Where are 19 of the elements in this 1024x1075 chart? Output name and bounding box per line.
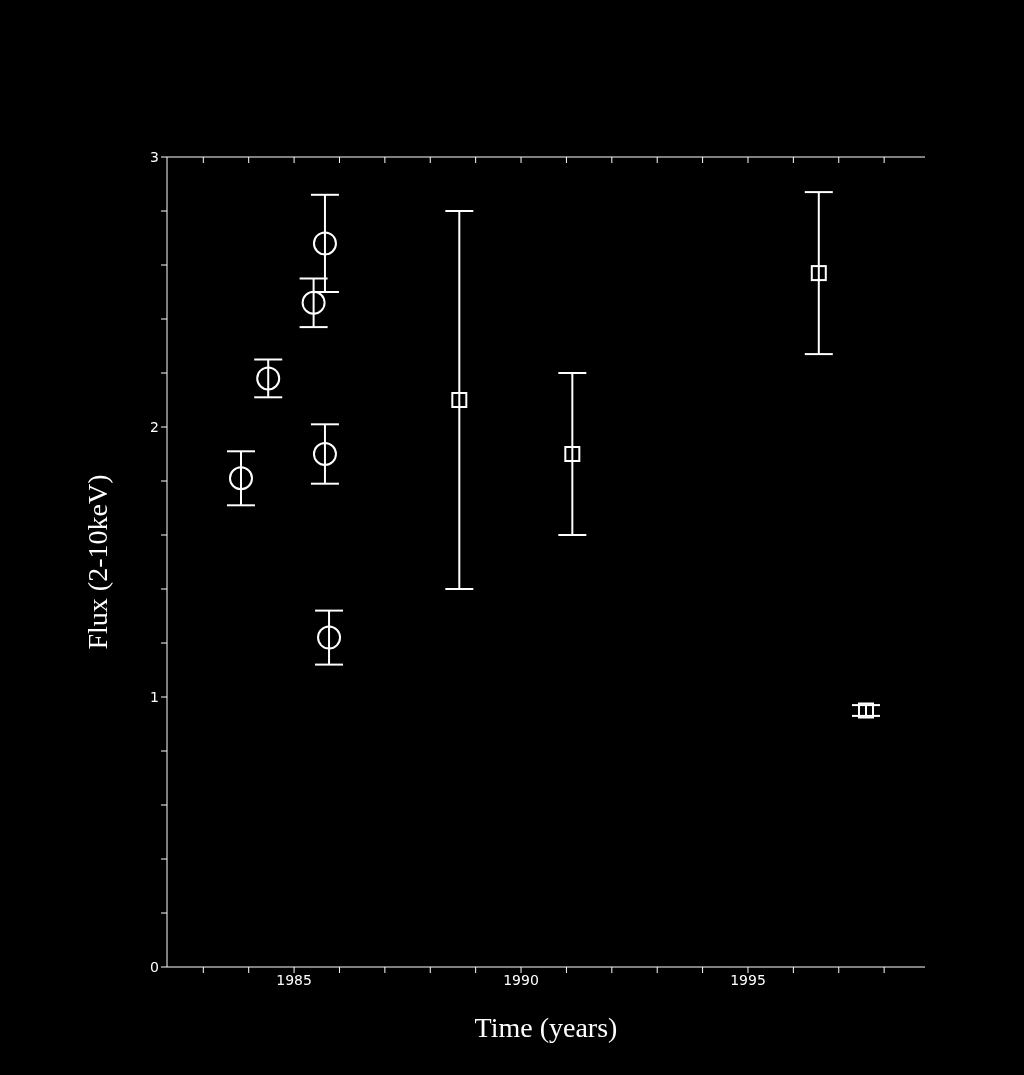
point <box>564 446 581 462</box>
point <box>312 442 337 466</box>
point <box>256 366 281 391</box>
y-tick-label: 1 <box>150 688 159 705</box>
point <box>228 466 253 491</box>
y-tick-label: 2 <box>150 418 159 435</box>
y-tick-label: 3 <box>150 148 159 165</box>
y-tick-label: 0 <box>150 958 159 975</box>
point <box>301 290 326 315</box>
point <box>312 231 337 256</box>
point <box>810 265 827 282</box>
point <box>857 702 874 719</box>
point <box>451 392 468 408</box>
y-axis-title: Flux (2-10keV) <box>81 474 113 650</box>
x-tick-label: 1990 <box>503 971 539 988</box>
x-tick-label: 1985 <box>276 971 312 988</box>
x-axis-title: Time (years) <box>474 1012 618 1043</box>
x-tick-label: 1995 <box>730 971 766 988</box>
point <box>317 625 342 650</box>
